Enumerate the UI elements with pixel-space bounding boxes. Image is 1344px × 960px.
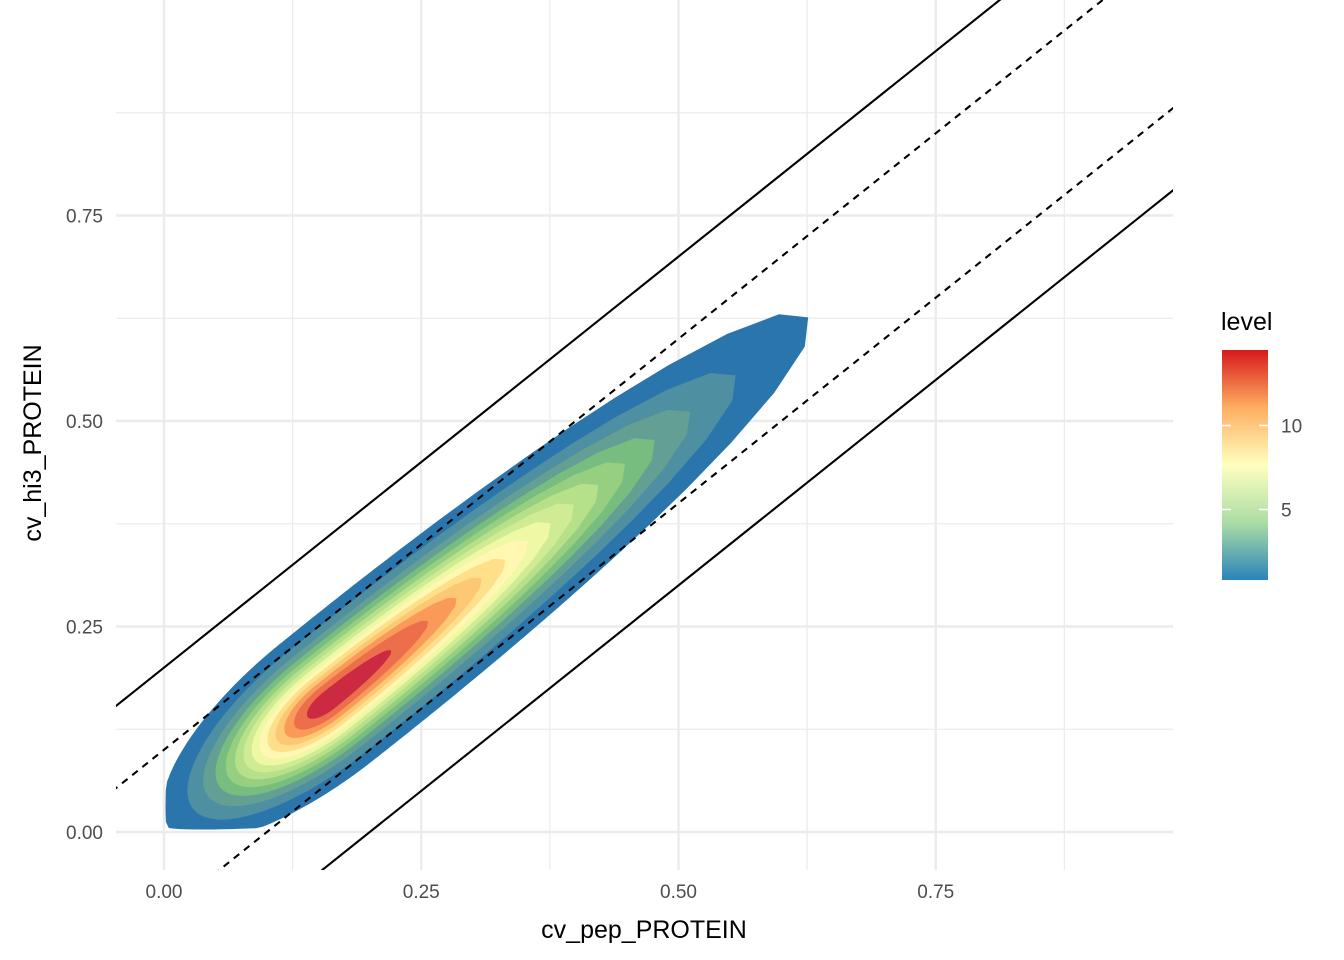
legend-colorbar: [1222, 350, 1268, 580]
legend-tick-label: 10: [1281, 417, 1302, 438]
y-axis-ticks: 0.00 0.25 0.50 0.75: [66, 207, 103, 845]
legend-tick-label: 5: [1281, 500, 1292, 521]
x-tick-label: 0.50: [660, 882, 697, 903]
y-tick-label: 0.25: [66, 618, 103, 639]
y-tick-label: 0.50: [66, 412, 103, 433]
y-tick-label: 0.00: [66, 823, 103, 844]
legend: level 5 10: [1221, 308, 1302, 580]
reference-line-identity-minus-0.1: [217, 106, 1173, 870]
reference-line-identity-plus-0.1: [116, 0, 1105, 790]
x-axis-title: cv_pep_PROTEIN: [541, 916, 747, 944]
y-axis-title: cv_hi3_PROTEIN: [19, 344, 47, 541]
reference-line-identity-minus-0.2: [320, 189, 1173, 870]
legend-ticks: 5 10: [1222, 417, 1302, 521]
x-tick-label: 0.75: [917, 882, 954, 903]
x-tick-label: 0.25: [403, 882, 440, 903]
legend-title: level: [1221, 308, 1272, 336]
y-tick-label: 0.75: [66, 207, 103, 228]
reference-line-identity-plus-0.2: [116, 0, 1002, 708]
reference-lines: [116, 0, 1173, 870]
x-tick-label: 0.00: [146, 882, 183, 903]
x-axis-ticks: 0.00 0.25 0.50 0.75: [146, 882, 955, 903]
panel-grid: [116, 0, 1173, 870]
density-contours: [165, 314, 809, 830]
density-band-level-13.8: [306, 650, 392, 719]
